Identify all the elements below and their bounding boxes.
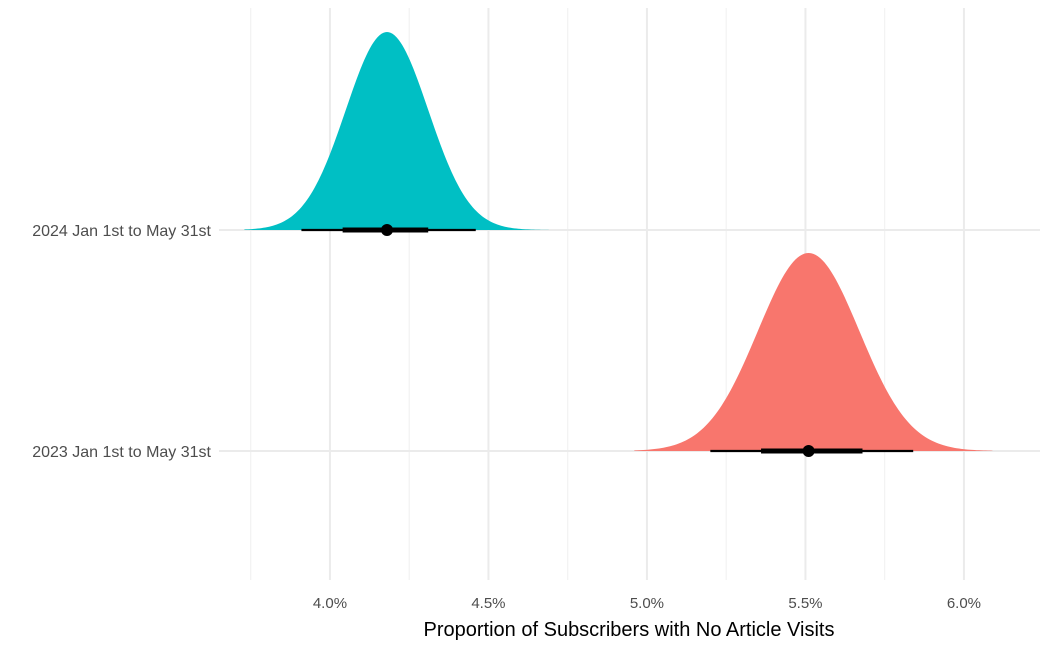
x-tick-label: 5.0%	[630, 595, 664, 612]
interval-bars	[301, 224, 914, 457]
density-area	[244, 32, 549, 230]
x-axis-tick-labels: 4.0% 4.5% 5.0% 5.5% 6.0%	[313, 595, 981, 612]
y-axis-labels: 2024 Jan 1st to May 31st 2023 Jan 1st to …	[32, 223, 211, 461]
density-areas	[244, 32, 993, 451]
density-area	[634, 253, 993, 451]
median-point	[381, 224, 394, 236]
x-tick-label: 6.0%	[947, 595, 981, 612]
x-tick-label: 4.0%	[313, 595, 347, 612]
major-gridlines	[219, 8, 1040, 580]
x-tick-label: 4.5%	[471, 595, 505, 612]
y-category-label: 2023 Jan 1st to May 31st	[32, 444, 211, 461]
y-category-label: 2024 Jan 1st to May 31st	[32, 223, 211, 240]
median-point	[802, 445, 815, 457]
x-axis-title: Proportion of Subscribers with No Articl…	[424, 619, 835, 641]
x-tick-label: 5.5%	[788, 595, 822, 612]
